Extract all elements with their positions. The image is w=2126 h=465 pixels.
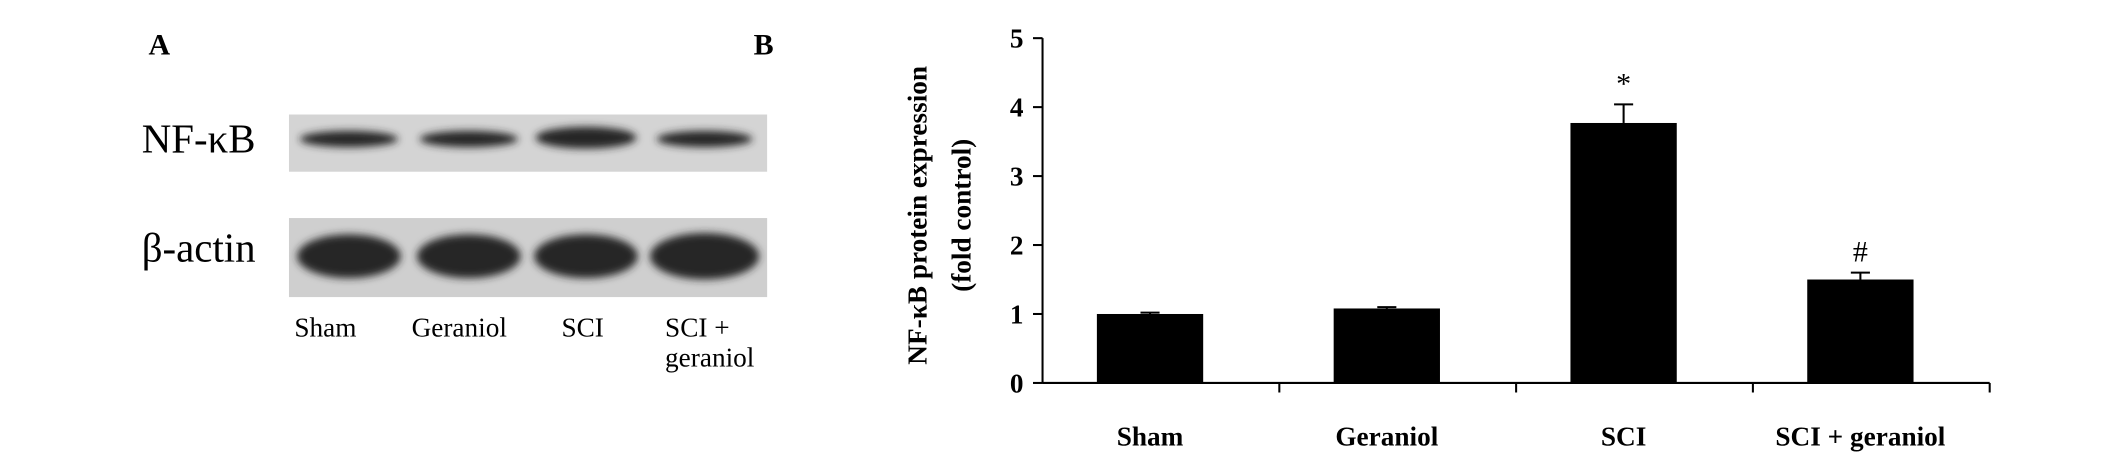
- y-tick-label: 3: [1010, 162, 1024, 192]
- bar: [1570, 122, 1677, 383]
- bar: [1807, 279, 1914, 383]
- band: [297, 234, 401, 279]
- bar: [1333, 308, 1440, 383]
- y-tick-label: 2: [1010, 231, 1024, 261]
- y-tick-label: 1: [1010, 300, 1024, 330]
- x-tick-label: SCI + geraniol: [1775, 422, 1945, 452]
- panel-label: A: [148, 27, 171, 62]
- y-tick-label: 0: [1010, 368, 1024, 398]
- y-tick-label: 5: [1010, 24, 1024, 54]
- lane-label: SCI + geraniol: [665, 313, 755, 374]
- y-axis-label: (fold control): [946, 139, 976, 292]
- y-tick-label: 4: [1010, 93, 1024, 123]
- band: [535, 126, 637, 149]
- blot-row-label: β-actin: [141, 226, 256, 272]
- lane-label: SCI: [561, 313, 604, 344]
- band: [419, 130, 518, 148]
- band: [656, 130, 753, 148]
- band: [650, 233, 760, 280]
- significance-marker: *: [1616, 67, 1631, 100]
- blot-row-label: NF-κB: [141, 117, 256, 163]
- lane-label: Sham: [294, 313, 357, 344]
- bar: [1096, 313, 1204, 383]
- panel-label: B: [753, 27, 774, 62]
- western-blot: [288, 114, 768, 298]
- x-tick-label: Geraniol: [1335, 422, 1438, 452]
- lane-label: Geraniol: [411, 313, 507, 344]
- band: [417, 234, 521, 279]
- band: [534, 234, 638, 279]
- band: [299, 130, 398, 148]
- y-axis-label: NF-κB protein expression: [903, 66, 933, 365]
- x-tick-label: SCI: [1601, 422, 1646, 452]
- significance-marker: #: [1853, 236, 1868, 269]
- x-tick-label: Sham: [1117, 422, 1184, 452]
